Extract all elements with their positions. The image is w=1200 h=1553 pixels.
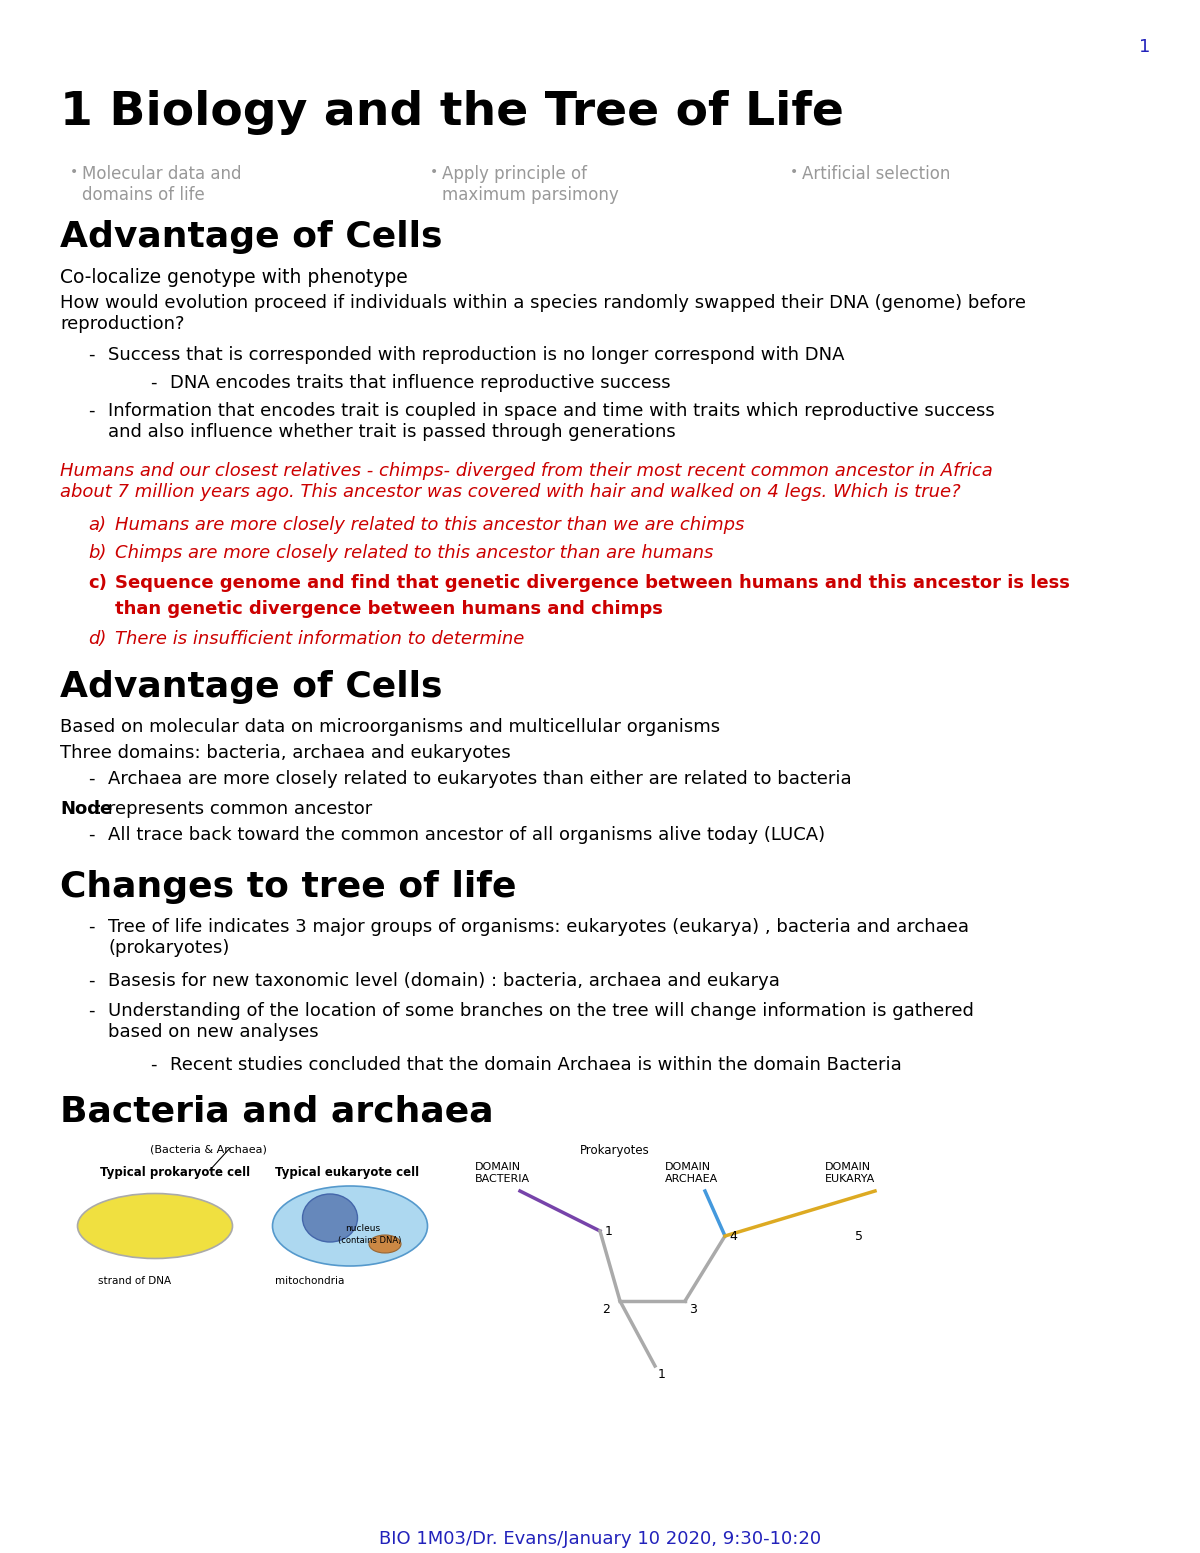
Text: -: - <box>88 1002 95 1020</box>
Text: •: • <box>790 165 798 179</box>
Text: Typical eukaryote cell: Typical eukaryote cell <box>275 1166 419 1179</box>
Text: Tree of life indicates 3 major groups of organisms: eukaryotes (eukarya) , bacte: Tree of life indicates 3 major groups of… <box>108 918 970 957</box>
Text: DOMAIN
EUKARYA: DOMAIN EUKARYA <box>826 1162 875 1183</box>
Text: DNA encodes traits that influence reproductive success: DNA encodes traits that influence reprod… <box>170 374 671 391</box>
Text: -: - <box>88 402 95 419</box>
Text: Apply principle of
maximum parsimony: Apply principle of maximum parsimony <box>442 165 619 203</box>
Text: •: • <box>70 165 78 179</box>
Text: 1: 1 <box>605 1225 613 1238</box>
Text: nucleus: nucleus <box>346 1224 380 1233</box>
Text: Changes to tree of life: Changes to tree of life <box>60 870 516 904</box>
Text: Success that is corresponded with reproduction is no longer correspond with DNA: Success that is corresponded with reprod… <box>108 346 845 363</box>
Text: Based on molecular data on microorganisms and multicellular organisms: Based on molecular data on microorganism… <box>60 717 720 736</box>
Text: d): d) <box>88 631 107 648</box>
Text: Humans are more closely related to this ancestor than we are chimps: Humans are more closely related to this … <box>115 516 744 534</box>
Text: mitochondria: mitochondria <box>275 1277 344 1286</box>
Ellipse shape <box>78 1194 233 1258</box>
Text: -: - <box>150 1056 156 1075</box>
Text: -: - <box>88 826 95 843</box>
Text: Advantage of Cells: Advantage of Cells <box>60 669 443 704</box>
Text: All trace back toward the common ancestor of all organisms alive today (LUCA): All trace back toward the common ancesto… <box>108 826 826 843</box>
Text: 2: 2 <box>602 1303 610 1315</box>
Text: There is insufficient information to determine: There is insufficient information to det… <box>115 631 524 648</box>
Text: Node: Node <box>60 800 113 818</box>
Text: Bacteria and archaea: Bacteria and archaea <box>60 1093 493 1127</box>
Text: •: • <box>430 165 438 179</box>
Text: -: - <box>88 972 95 989</box>
Text: (contains DNA): (contains DNA) <box>338 1236 401 1246</box>
Text: How would evolution proceed if individuals within a species randomly swapped the: How would evolution proceed if individua… <box>60 294 1026 332</box>
Text: -: - <box>150 374 156 391</box>
Text: than genetic divergence between humans and chimps: than genetic divergence between humans a… <box>115 599 662 618</box>
Text: 1 Biology and the Tree of Life: 1 Biology and the Tree of Life <box>60 90 844 135</box>
Text: Humans and our closest relatives - chimps- diverged from their most recent commo: Humans and our closest relatives - chimp… <box>60 461 992 500</box>
Text: -: - <box>88 918 95 936</box>
Ellipse shape <box>272 1186 427 1266</box>
Text: 5: 5 <box>854 1230 863 1242</box>
Text: 1: 1 <box>1139 37 1150 56</box>
Text: : represents common ancestor: : represents common ancestor <box>96 800 372 818</box>
Text: Molecular data and
domains of life: Molecular data and domains of life <box>82 165 241 203</box>
Ellipse shape <box>370 1235 401 1253</box>
Text: Prokaryotes: Prokaryotes <box>580 1145 649 1157</box>
Text: DOMAIN
ARCHAEA: DOMAIN ARCHAEA <box>665 1162 719 1183</box>
Text: Artificial selection: Artificial selection <box>802 165 950 183</box>
Text: 3: 3 <box>689 1303 697 1315</box>
Text: Recent studies concluded that the domain Archaea is within the domain Bacteria: Recent studies concluded that the domain… <box>170 1056 901 1075</box>
Text: b): b) <box>88 544 107 562</box>
Text: c): c) <box>88 575 107 592</box>
Text: Information that encodes trait is coupled in space and time with traits which re: Information that encodes trait is couple… <box>108 402 995 441</box>
Text: a): a) <box>88 516 106 534</box>
Text: (Bacteria & Archaea): (Bacteria & Archaea) <box>150 1145 266 1154</box>
Ellipse shape <box>302 1194 358 1242</box>
Text: Archaea are more closely related to eukaryotes than either are related to bacter: Archaea are more closely related to euka… <box>108 770 852 787</box>
Text: 1: 1 <box>658 1368 666 1381</box>
Text: -: - <box>88 346 95 363</box>
Text: 4: 4 <box>730 1230 737 1242</box>
Text: Three domains: bacteria, archaea and eukaryotes: Three domains: bacteria, archaea and euk… <box>60 744 511 763</box>
Text: Understanding of the location of some branches on the tree will change informati: Understanding of the location of some br… <box>108 1002 974 1041</box>
Text: Sequence genome and find that genetic divergence between humans and this ancesto: Sequence genome and find that genetic di… <box>115 575 1070 592</box>
Text: BIO 1M03/Dr. Evans/January 10 2020, 9:30-10:20: BIO 1M03/Dr. Evans/January 10 2020, 9:30… <box>379 1530 821 1548</box>
Text: Typical prokaryote cell: Typical prokaryote cell <box>100 1166 250 1179</box>
Text: strand of DNA: strand of DNA <box>98 1277 172 1286</box>
Text: DOMAIN
BACTERIA: DOMAIN BACTERIA <box>475 1162 530 1183</box>
Text: -: - <box>88 770 95 787</box>
Text: Chimps are more closely related to this ancestor than are humans: Chimps are more closely related to this … <box>115 544 713 562</box>
Text: Advantage of Cells: Advantage of Cells <box>60 221 443 255</box>
Text: Co-localize genotype with phenotype: Co-localize genotype with phenotype <box>60 269 408 287</box>
Text: Basesis for new taxonomic level (domain) : bacteria, archaea and eukarya: Basesis for new taxonomic level (domain)… <box>108 972 780 989</box>
